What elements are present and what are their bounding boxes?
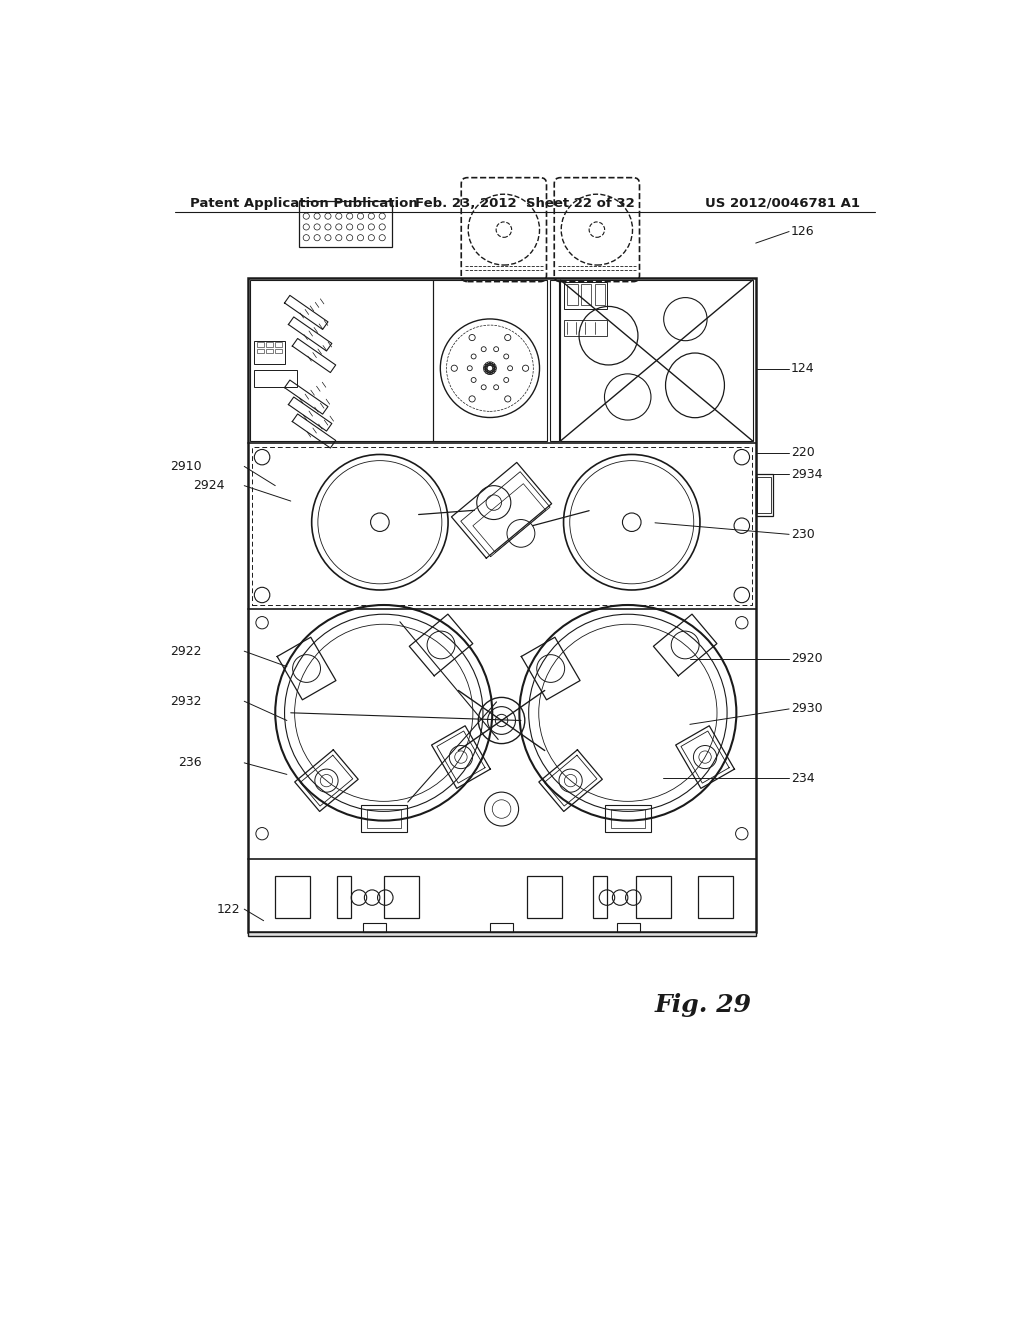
Text: Fig. 29: Fig. 29 (655, 994, 752, 1018)
Text: Feb. 23, 2012  Sheet 22 of 32: Feb. 23, 2012 Sheet 22 of 32 (415, 197, 635, 210)
Bar (251, 280, 432, 441)
Bar (636, 876, 671, 919)
Text: 234: 234 (791, 772, 814, 785)
Bar (254, 370, 297, 387)
Bar (489, 923, 513, 932)
Bar (254, 341, 286, 364)
Bar (360, 805, 407, 832)
Bar (595, 284, 605, 305)
Text: Patent Application Publication: Patent Application Publication (190, 197, 418, 210)
Bar (564, 281, 607, 309)
Text: 2932: 2932 (170, 694, 202, 708)
Text: 2922: 2922 (170, 644, 202, 657)
Text: 124: 124 (791, 362, 814, 375)
Text: 122: 122 (217, 903, 241, 916)
Bar (560, 280, 753, 441)
Bar (527, 876, 562, 919)
Bar (581, 284, 592, 305)
Bar (550, 280, 559, 441)
Bar (593, 876, 607, 919)
Bar (257, 342, 263, 347)
Bar (384, 876, 419, 919)
Bar (604, 805, 651, 832)
Bar (362, 923, 386, 932)
Bar (756, 474, 773, 516)
Bar (257, 348, 263, 354)
Bar (758, 478, 771, 513)
Text: 126: 126 (791, 224, 814, 238)
Text: 2910: 2910 (170, 459, 202, 473)
Bar (266, 348, 273, 354)
Bar (248, 932, 756, 936)
Bar (564, 321, 607, 335)
Bar (275, 876, 310, 919)
Bar (275, 348, 283, 354)
Text: 2924: 2924 (194, 479, 225, 492)
Text: US 2012/0046781 A1: US 2012/0046781 A1 (705, 197, 859, 210)
Bar (337, 876, 351, 919)
Bar (432, 280, 547, 441)
Bar (566, 284, 578, 305)
Bar (248, 277, 756, 932)
Bar (252, 447, 752, 605)
Bar (367, 809, 400, 829)
Bar (266, 342, 273, 347)
Text: 2930: 2930 (791, 702, 822, 715)
Bar (611, 809, 645, 829)
Bar (275, 342, 283, 347)
Text: 236: 236 (178, 756, 202, 770)
Text: 220: 220 (791, 446, 814, 459)
Text: 2920: 2920 (791, 652, 822, 665)
Text: 230: 230 (791, 528, 814, 541)
Bar (697, 876, 732, 919)
Bar (299, 201, 391, 247)
Bar (617, 923, 640, 932)
Text: 2934: 2934 (791, 467, 822, 480)
